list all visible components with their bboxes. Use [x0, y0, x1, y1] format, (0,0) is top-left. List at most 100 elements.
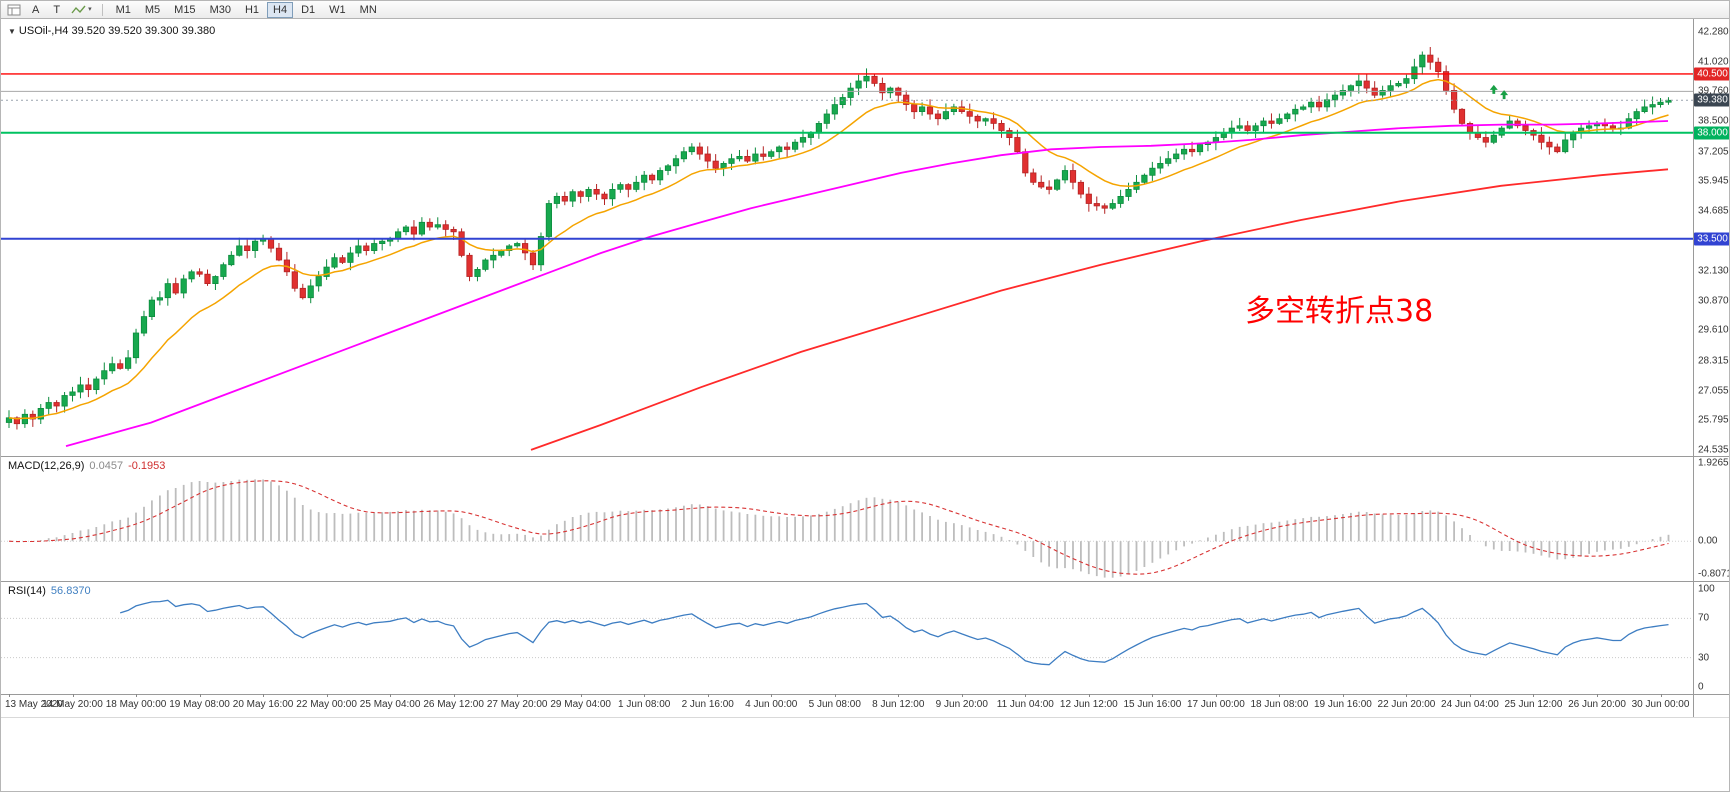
timeframe-button-H4[interactable]: H4: [267, 1, 294, 18]
time-axis-tick: [898, 694, 900, 697]
top-toolbar: A T ▾ M1 M5 M15 M30 H1 H4 D1 W1 MN: [1, 1, 1729, 19]
macd-axis-label: -0.8071: [1698, 568, 1730, 580]
price-axis-label: 39.760: [1698, 85, 1729, 97]
time-axis-label: 26 Jun 20:00: [1568, 699, 1626, 710]
price-axis-label: 34.685: [1698, 205, 1729, 217]
time-axis-tick: [136, 694, 138, 697]
time-axis-label: 22 May 00:00: [296, 699, 357, 710]
rsi-panel-canvas[interactable]: [1, 581, 1693, 694]
time-axis[interactable]: 13 May 2020 14 May 20:00 18 May 00:00 19 Ma…: [1, 694, 1729, 717]
symbol-ohlc-label: ▼ USOil-,H4 39.520 39.520 39.300 39.380: [8, 25, 216, 37]
time-axis-tick: [1660, 694, 1662, 697]
price-axis-separator: [1693, 19, 1694, 717]
macd-signal-line: [8, 480, 1669, 575]
price-axis-label: 42.280: [1698, 26, 1729, 38]
collapse-triangle-icon[interactable]: ▼: [8, 27, 16, 36]
time-axis-tick: [453, 694, 455, 697]
price-axis-label: 30.870: [1698, 295, 1729, 307]
time-axis-label: 18 Jun 08:00: [1250, 699, 1309, 710]
timeframe-button-D1[interactable]: D1: [295, 2, 321, 18]
price-axis-label: 27.055: [1698, 385, 1729, 397]
price-axis[interactable]: 42.280 41.020 39.760 38.500 37.205 35.945 34.6…: [1693, 1, 1729, 717]
up-arrow-marker[interactable]: [1489, 84, 1498, 94]
time-axis-label: 19 Jun 16:00: [1313, 699, 1372, 710]
time-axis-label: 20 May 16:00: [232, 699, 294, 710]
ma-slow-line: [530, 168, 1669, 451]
price-axis-label: 24.535: [1698, 444, 1729, 456]
line-style-icon[interactable]: ▾: [68, 2, 95, 18]
time-axis-tick: [9, 694, 10, 697]
time-axis-tick: [263, 694, 265, 697]
time-axis-label: 25 Jun 12:00: [1504, 699, 1563, 710]
price-axis-label: 25.795: [1698, 414, 1729, 426]
timeframe-button-W1[interactable]: W1: [323, 2, 352, 18]
time-axis-label: 4 Jun 00:00: [745, 699, 798, 710]
cursor-tool-button[interactable]: A: [26, 2, 45, 18]
up-arrow-marker[interactable]: [1500, 90, 1509, 100]
time-axis-tick: [1025, 694, 1027, 697]
time-axis-tick: [517, 694, 519, 697]
chart-text-annotation[interactable]: 多空转折点38: [1245, 294, 1434, 329]
time-axis-label: 30 Jun 00:00: [1631, 699, 1690, 710]
time-axis-label: 8 Jun 12:00: [872, 699, 925, 710]
time-axis-tick: [72, 694, 74, 697]
timeframe-button-M5[interactable]: M5: [139, 2, 166, 18]
time-axis-label: 11 Jun 04:00: [996, 699, 1054, 710]
time-axis-label: 27 May 20:00: [486, 699, 548, 710]
toolbar-divider: [101, 3, 103, 16]
time-axis-tick: [1088, 694, 1090, 697]
price-axis-label: 29.610: [1698, 324, 1729, 336]
time-axis-label: 26 May 12:00: [423, 699, 484, 710]
price-axis-label: 38.500: [1698, 115, 1729, 127]
macd-axis-label: 1.9265: [1698, 457, 1729, 469]
time-axis-tick: [1215, 694, 1217, 697]
chart-bottom-border: [1, 717, 1729, 718]
time-axis-tick: [834, 694, 836, 697]
time-axis-label: 5 Jun 08:00: [808, 699, 861, 710]
rsi-axis-label: 30: [1698, 652, 1710, 664]
timeframe-button-MN[interactable]: MN: [354, 2, 383, 18]
time-axis-label: 29 May 04:00: [550, 699, 611, 710]
time-axis-tick: [1533, 694, 1535, 697]
timeframe-button-group: M1 M5 M15 M30 H1 H4 D1 W1 MN: [110, 1, 383, 18]
macd-panel-canvas[interactable]: [1, 456, 1693, 581]
panel-separator-rsi-time: [1, 694, 1729, 695]
time-axis-tick: [1342, 694, 1344, 697]
time-axis-label: 17 Jun 00:00: [1186, 699, 1245, 710]
price-line-label: 33.500: [1694, 232, 1729, 246]
panel-separator-main-macd: [1, 456, 1729, 457]
timeframe-button-M30[interactable]: M30: [204, 2, 237, 18]
time-axis-tick: [771, 694, 773, 697]
time-axis-label: 25 May 04:00: [359, 699, 421, 710]
timeframe-button-M15[interactable]: M15: [168, 2, 201, 18]
timeframe-button-M1[interactable]: M1: [110, 2, 137, 18]
rsi-line: [120, 599, 1669, 666]
time-axis-tick: [1152, 694, 1154, 697]
chart-layout-icon[interactable]: [4, 2, 24, 18]
time-axis-tick: [1469, 694, 1471, 697]
ma-mid-line: [65, 120, 1669, 447]
price-axis-label: 37.205: [1698, 146, 1729, 158]
time-axis-label: 24 Jun 04:00: [1441, 699, 1499, 710]
price-line-label: 40.500: [1694, 67, 1729, 81]
timeframe-button-H1[interactable]: H1: [239, 2, 265, 18]
price-axis-label: 41.020: [1698, 56, 1729, 68]
price-axis-label: 32.130: [1698, 265, 1729, 277]
time-axis-tick: [1597, 694, 1598, 697]
time-axis-label: 18 May 00:00: [105, 699, 167, 710]
time-axis-tick: [644, 694, 646, 697]
panel-separator-macd-rsi: [1, 581, 1729, 582]
time-axis-label: 2 Jun 16:00: [681, 699, 734, 710]
time-axis-label: 13 May 2020: [5, 699, 63, 710]
time-axis-tick: [1406, 694, 1408, 697]
macd-axis-label: 0.00: [1698, 535, 1718, 547]
text-tool-button[interactable]: T: [47, 2, 66, 18]
time-axis-tick: [961, 694, 963, 697]
time-axis-label: 19 May 08:00: [169, 699, 230, 710]
main-chart-canvas[interactable]: [1, 19, 1693, 456]
rsi-indicator-label: RSI(14) 56.8370: [8, 585, 91, 597]
time-axis-label: 12 Jun 12:00: [1059, 699, 1118, 710]
rsi-axis-label: 70: [1698, 612, 1710, 624]
time-axis-label: 1 Jun 08:00: [618, 699, 671, 710]
